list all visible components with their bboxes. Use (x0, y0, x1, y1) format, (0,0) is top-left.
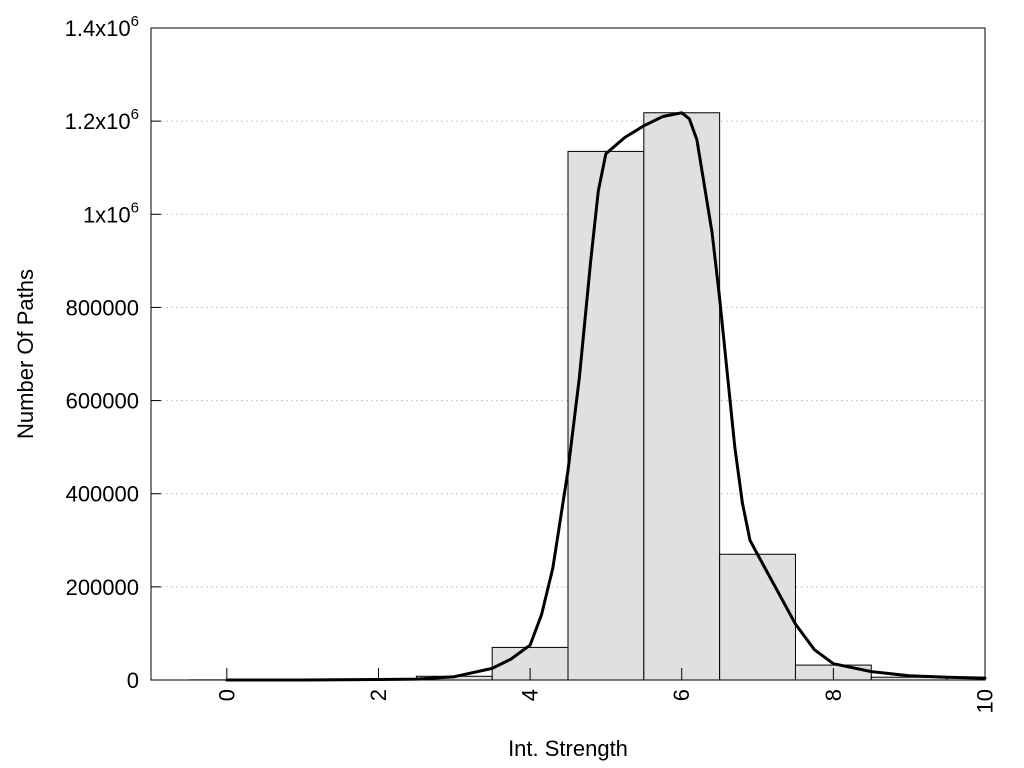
histogram-bars (188, 112, 948, 681)
y-axis-ticks: 0 200000 400000 600000 800000 1x106 1.2x106 1.4… (65, 13, 161, 693)
fit-curve (225, 111, 987, 682)
x-tick-label: 2 (366, 689, 391, 701)
histogram-bar (643, 112, 721, 681)
y-tick-label: 200000 (66, 575, 139, 600)
plot-frame (150, 27, 986, 681)
x-tick-label: 8 (821, 689, 846, 701)
y-tick-label: 1x106 (83, 199, 139, 227)
x-tick-label: 0 (214, 689, 239, 701)
y-tick-label: 800000 (66, 295, 139, 320)
x-tick-label: 10 (973, 689, 998, 713)
x-tick-label: 6 (669, 689, 694, 701)
x-axis-title: Int. Strength (508, 736, 628, 761)
y-axis-title: Number Of Paths (13, 269, 38, 439)
fit-curve-line (225, 111, 987, 682)
y-tick-label: 400000 (66, 482, 139, 507)
y-tick-label: 1.4x106 (65, 13, 139, 41)
histogram-bar (567, 150, 645, 681)
y-tick-label: 0 (127, 668, 139, 693)
histogram-bar (719, 553, 796, 681)
y-tick-label: 600000 (66, 389, 139, 414)
x-axis-ticks: 0 2 4 6 8 10 (214, 668, 998, 713)
y-tick-label: 1.2x106 (65, 106, 139, 134)
x-tick-label: 4 (518, 689, 543, 701)
